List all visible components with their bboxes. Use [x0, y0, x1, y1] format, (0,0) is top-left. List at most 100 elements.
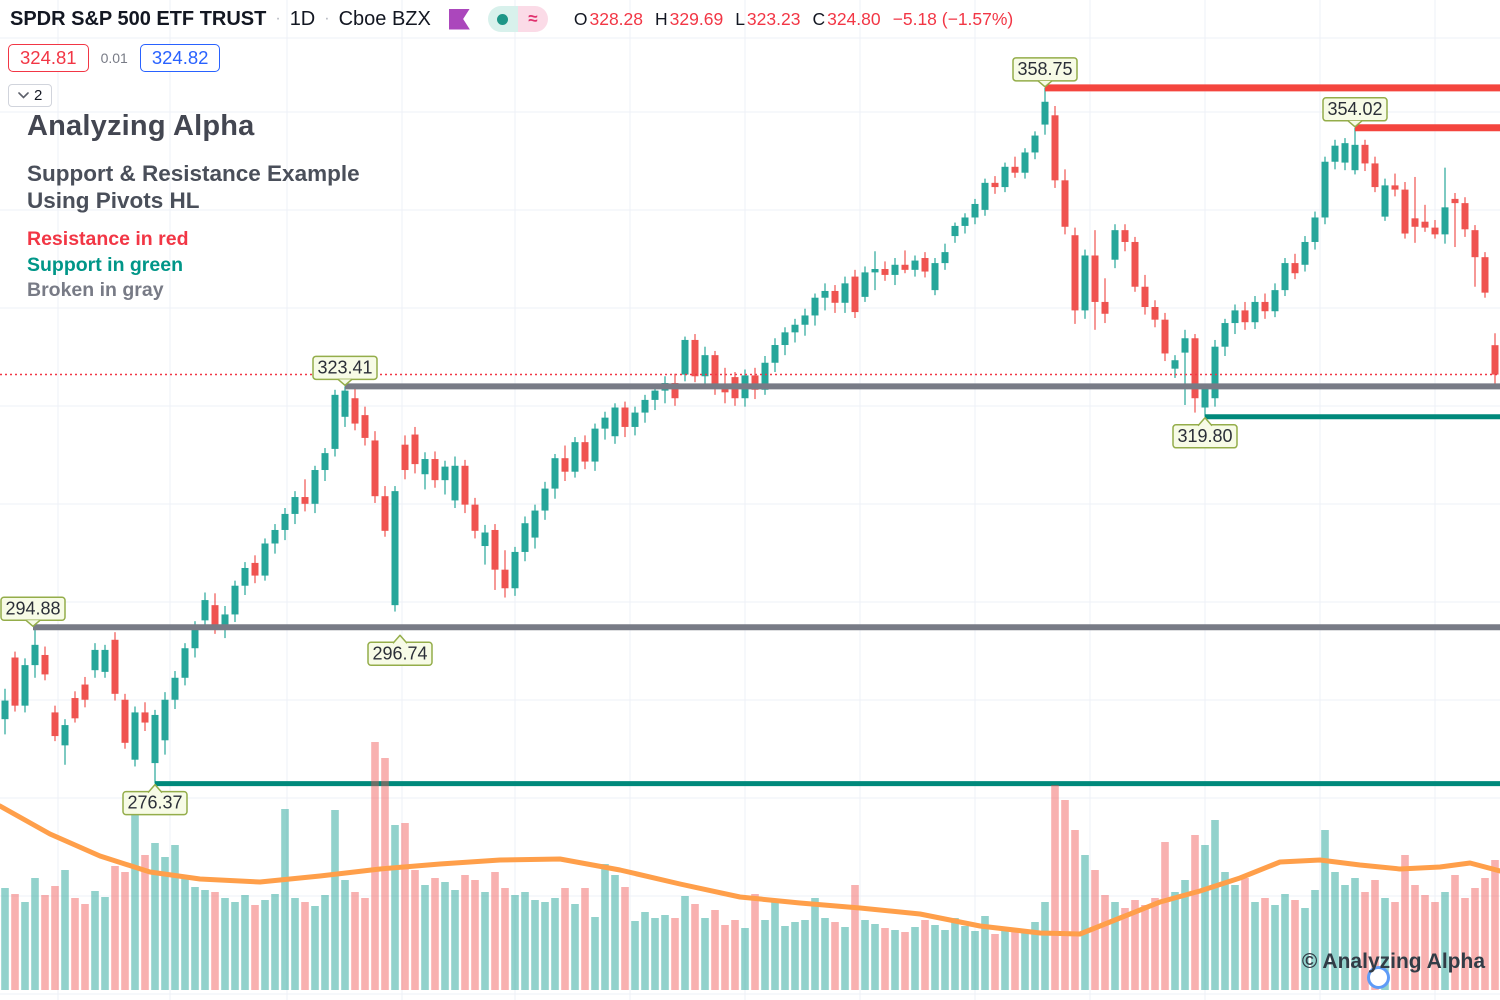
- legend-support: Support in green: [27, 253, 183, 276]
- study-subtitle-line1: Support & Resistance Example: [27, 161, 360, 186]
- volume-bar: [1211, 820, 1219, 990]
- volume-bar: [131, 815, 139, 990]
- candle-body: [401, 444, 409, 471]
- candle-body: [141, 712, 149, 723]
- candle-body: [551, 458, 559, 489]
- volume-bar: [1471, 888, 1479, 990]
- volume-bar: [901, 932, 909, 990]
- candle-body: [331, 394, 339, 449]
- candle-body: [251, 562, 259, 576]
- volume-bar: [391, 825, 399, 990]
- candle-body: [771, 345, 779, 363]
- sell-button[interactable]: 324.81: [8, 44, 89, 72]
- candle-body: [151, 714, 159, 764]
- candle-body: [101, 649, 109, 672]
- volume-bar: [671, 918, 679, 990]
- separator-dot: ·: [275, 10, 281, 27]
- volume-bar: [831, 922, 839, 990]
- candle-body: [1101, 301, 1109, 314]
- volume-bar: [781, 926, 789, 990]
- volume-bar: [11, 894, 19, 990]
- candle-body: [1411, 218, 1419, 227]
- volume-bar: [121, 872, 129, 990]
- candle-body: [921, 258, 929, 272]
- candle-body: [1321, 161, 1329, 218]
- volume-bar: [321, 895, 329, 990]
- volume-ma-line: [0, 803, 1500, 937]
- buy-button[interactable]: 324.82: [139, 44, 221, 72]
- logo-bubble-icon: [1367, 966, 1390, 989]
- candle-body: [1171, 360, 1179, 369]
- open-label: O: [573, 8, 588, 29]
- volume-bar: [591, 917, 599, 990]
- volume-bar: [891, 930, 899, 990]
- symbol-title[interactable]: SPDR S&P 500 ETF TRUST: [10, 7, 267, 30]
- study-subtitle: Support & Resistance Example Using Pivot…: [27, 160, 360, 214]
- volume-bar: [841, 927, 849, 990]
- volume-bar: [1161, 842, 1169, 990]
- volume-bar: [1191, 835, 1199, 990]
- timeframe-button[interactable]: 1D: [289, 7, 316, 30]
- pivot-label-text: 354.02: [1327, 99, 1382, 119]
- candle-body: [1, 700, 9, 720]
- exchange-label[interactable]: Cboe BZX: [338, 7, 431, 30]
- collapse-studies-button[interactable]: 2: [8, 84, 53, 107]
- candle-body: [131, 712, 139, 760]
- candle-body: [1141, 286, 1149, 308]
- volume-bar: [801, 920, 809, 990]
- candle-body: [1061, 180, 1069, 227]
- volume-bar: [651, 918, 659, 990]
- volume-bar: [481, 892, 489, 990]
- study-subtitle-line2: Using Pivots HL: [27, 188, 200, 213]
- candle-body: [1431, 227, 1439, 235]
- candle-body: [321, 453, 329, 471]
- volume-bar: [381, 758, 389, 990]
- volume-bar: [281, 809, 289, 990]
- candle-body: [491, 529, 499, 570]
- candle-body: [461, 465, 469, 505]
- volume-bar: [1031, 922, 1039, 990]
- candle-body: [1191, 338, 1199, 399]
- candle-body: [581, 442, 589, 462]
- legend-resistance: Resistance in red: [27, 228, 189, 250]
- candle-body: [681, 339, 689, 375]
- volume-bar: [1171, 892, 1179, 990]
- candle-body: [1461, 203, 1469, 230]
- volume-bar: [431, 878, 439, 990]
- volume-bar: [1121, 908, 1129, 990]
- volume-bar: [581, 888, 589, 990]
- volume-bar: [141, 855, 149, 990]
- volume-bar: [271, 894, 279, 990]
- volume-bar: [101, 897, 109, 990]
- candle-body: [561, 458, 569, 472]
- candle-body: [1341, 143, 1349, 163]
- pivot-label-pointer: [1037, 80, 1053, 88]
- volume-bar: [1151, 898, 1159, 990]
- volume-bar: [601, 864, 609, 990]
- candle-body: [1241, 310, 1249, 323]
- candle-body: [991, 182, 999, 188]
- ohlc-readout: O 328.28 H 329.69 L 323.23 C 324.80 −5.18 (−…: [574, 9, 1013, 30]
- volume-bar: [1061, 800, 1069, 990]
- volume-bar: [1251, 902, 1259, 990]
- candle-body: [1401, 189, 1409, 234]
- candle-body: [811, 297, 819, 316]
- flag-bookmark-icon[interactable]: [448, 8, 470, 30]
- pivot-label-pointer: [1197, 417, 1213, 427]
- candle-body: [1041, 101, 1049, 125]
- volume-bar: [1481, 878, 1489, 990]
- source-toggle-pill[interactable]: ≈: [487, 6, 548, 32]
- volume-bar: [461, 875, 469, 990]
- volume-bar: [961, 926, 969, 990]
- volume-bar: [1371, 880, 1379, 990]
- candle-body: [1221, 323, 1229, 347]
- volume-bar: [541, 902, 549, 990]
- candle-body: [1071, 235, 1079, 311]
- volume-bar: [1141, 905, 1149, 990]
- volume-bar: [661, 915, 669, 990]
- candle-body: [1001, 166, 1009, 188]
- candle-body: [471, 504, 479, 531]
- volume-bar: [1461, 898, 1469, 990]
- chevron-down-icon: [18, 92, 29, 99]
